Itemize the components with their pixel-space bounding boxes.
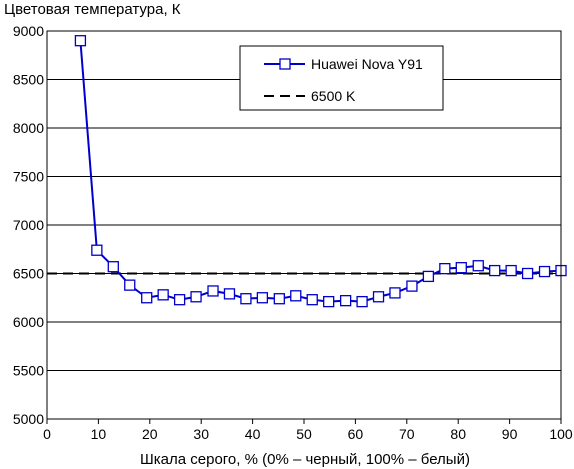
- data-point: [141, 292, 153, 304]
- data-point: [207, 285, 219, 297]
- x-tick-label: 50: [296, 426, 312, 442]
- data-point: [339, 295, 352, 307]
- legend-marker-huawei: [279, 58, 291, 70]
- x-tick-label: 30: [193, 426, 209, 442]
- y-tick-labels: 5000 5500 6000 6500 7000 7500 8000 8500 9000: [13, 23, 44, 427]
- data-point: [505, 264, 517, 277]
- legend-label-huawei: Huawei Nova Y91: [311, 56, 423, 72]
- legend-label-6500k: 6500 K: [311, 88, 356, 104]
- x-tick-label: 10: [91, 426, 107, 442]
- data-point: [472, 260, 484, 272]
- data-point: [306, 294, 318, 306]
- x-tick-label: 70: [399, 426, 415, 442]
- data-point: [157, 289, 169, 301]
- data-point: [74, 35, 87, 47]
- data-point: [273, 293, 285, 305]
- x-tick-label: 90: [502, 426, 518, 442]
- data-point: [521, 267, 534, 280]
- data-point: [422, 270, 435, 283]
- legend: Huawei Nova Y91 6500 K: [239, 45, 444, 111]
- data-point: [489, 264, 501, 277]
- x-tick-labels: 0 10 20 30 40 50 60 70 80 90 100: [43, 419, 573, 442]
- data-point: [240, 293, 252, 305]
- x-tick-label: 80: [450, 426, 466, 442]
- x-axis-title: Шкала серого, % (0% – черный, 100% – бел…: [140, 451, 470, 468]
- x-tick-label: 40: [245, 426, 261, 442]
- data-point: [91, 244, 103, 256]
- y-tick-label: 8500: [13, 72, 44, 88]
- data-point: [323, 295, 335, 308]
- y-tick-label: 9000: [13, 23, 44, 39]
- data-point: [406, 280, 418, 292]
- y-tick-label: 7000: [13, 217, 44, 233]
- data-point: [389, 287, 401, 299]
- data-point: [223, 288, 236, 300]
- x-tick-label: 0: [43, 426, 51, 442]
- x-tick-label: 60: [348, 426, 364, 442]
- y-axis-title: Цветовая температура, К: [4, 1, 181, 18]
- data-point: [538, 265, 551, 278]
- data-point: [124, 279, 136, 291]
- y-tick-label: 5500: [13, 363, 44, 379]
- data-point: [372, 291, 385, 303]
- data-point: [290, 290, 302, 302]
- data-point: [256, 292, 269, 304]
- y-tick-label: 8000: [13, 120, 44, 136]
- y-tick-label: 7500: [13, 169, 44, 185]
- y-tick-label: 6000: [13, 314, 44, 330]
- plot-area-border: [46, 30, 562, 420]
- y-tick-label: 5000: [13, 411, 44, 427]
- legend-box: [239, 45, 444, 111]
- data-point: [455, 262, 467, 274]
- data-point: [356, 295, 368, 308]
- data-point: [173, 294, 186, 306]
- x-tick-label: 100: [549, 426, 573, 442]
- data-point: [190, 291, 202, 303]
- y-tick-label: 6500: [13, 266, 44, 282]
- data-point: [107, 261, 119, 273]
- data-point: [439, 262, 451, 275]
- x-tick-label: 20: [142, 426, 158, 442]
